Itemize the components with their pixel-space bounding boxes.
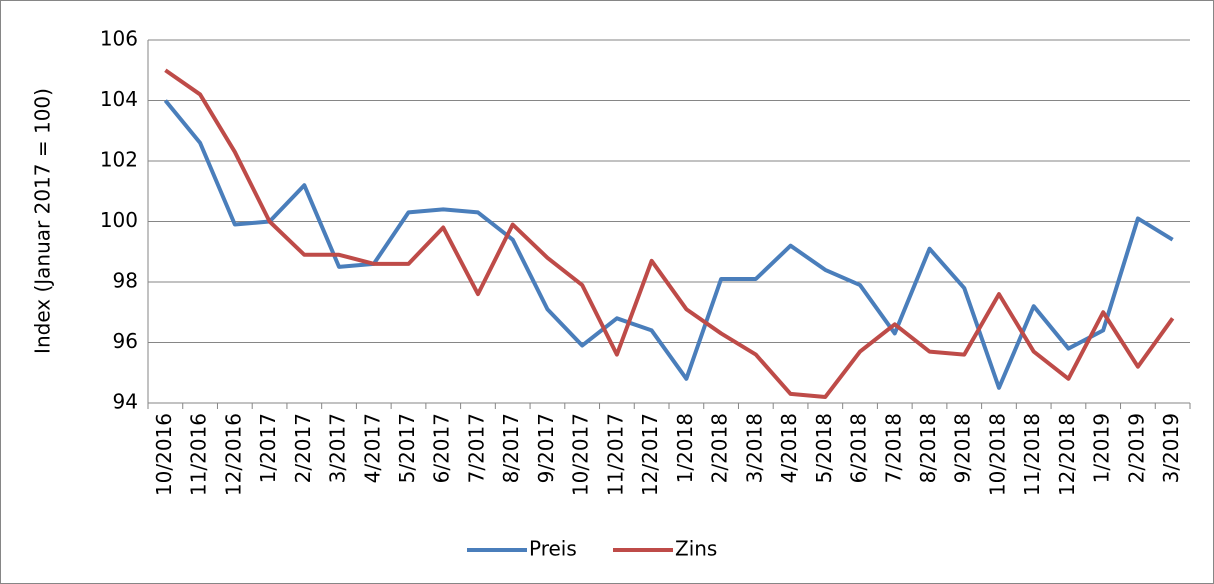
x-tick-label: 1/2018	[673, 413, 697, 483]
x-tick-label: 8/2018	[916, 413, 940, 483]
x-tick-label: 7/2017	[464, 413, 488, 483]
y-tick-label: 94	[113, 390, 138, 414]
y-tick-label: 104	[100, 87, 138, 111]
legend-label: Preis	[529, 537, 577, 561]
x-tick-label: 9/2018	[951, 413, 975, 483]
x-tick-label: 1/2017	[256, 413, 280, 483]
y-tick-label: 98	[113, 269, 138, 293]
x-tick-label: 7/2018	[881, 413, 905, 483]
x-tick-label: 6/2018	[847, 413, 871, 483]
y-tick-label: 100	[100, 208, 138, 232]
x-tick-label: 2/2018	[708, 413, 732, 483]
x-tick-label: 3/2019	[1159, 413, 1183, 483]
x-tick-label: 11/2018	[1020, 413, 1044, 496]
y-tick-label: 106	[100, 27, 138, 51]
legend-label: Zins	[675, 537, 717, 561]
y-tick-label: 96	[113, 329, 138, 353]
x-tick-label: 3/2017	[326, 413, 350, 483]
x-tick-label: 6/2017	[430, 413, 454, 483]
x-tick-label: 2/2017	[291, 413, 315, 483]
x-tick-label: 11/2017	[603, 413, 627, 496]
y-axis-label: Index (Januar 2017 = 100)	[31, 88, 55, 354]
x-tick-label: 10/2017	[569, 413, 593, 496]
x-tick-label: 12/2018	[1055, 413, 1079, 496]
x-tick-label: 3/2018	[742, 413, 766, 483]
x-tick-label: 10/2016	[152, 413, 176, 496]
x-tick-label: 5/2018	[812, 413, 836, 483]
x-tick-label: 8/2017	[499, 413, 523, 483]
x-tick-label: 10/2018	[985, 413, 1009, 496]
x-tick-label: 12/2016	[221, 413, 245, 496]
x-tick-label: 9/2017	[534, 413, 558, 483]
line-series	[164, 68, 1175, 399]
x-tick-label: 12/2017	[638, 413, 662, 496]
x-tick-label: 4/2017	[360, 413, 384, 483]
x-tick-label: 11/2016	[187, 413, 211, 496]
x-tick-label: 2/2019	[1124, 413, 1148, 483]
x-tick-label: 4/2018	[777, 413, 801, 483]
x-tick-label: 5/2017	[395, 413, 419, 483]
y-tick-label: 102	[100, 148, 138, 172]
x-tick-label: 1/2019	[1090, 413, 1114, 483]
